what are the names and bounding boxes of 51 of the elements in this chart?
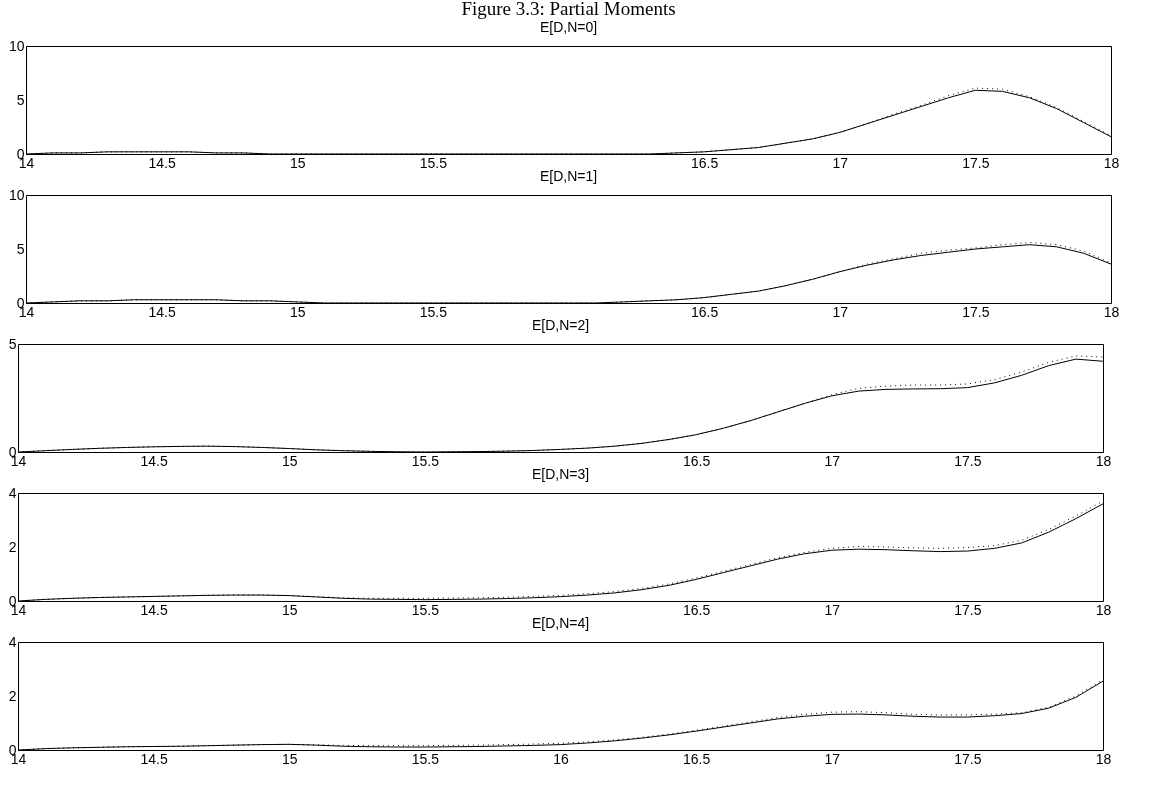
x-tick-label: 18	[1095, 452, 1112, 469]
x-tick-label: 16.5	[683, 750, 711, 767]
x-tick-label: 16.5	[683, 452, 711, 469]
x-tick-label: 14.5	[148, 154, 176, 171]
x-tick-label: 15	[289, 303, 306, 320]
x-tick-label: 18	[1103, 303, 1120, 320]
x-tick-label: 18	[1103, 154, 1120, 171]
x-tick-label: 17	[824, 750, 841, 767]
x-tick-label: 16.5	[683, 601, 711, 618]
x-tick-label: 14.5	[140, 601, 168, 618]
x-tick-label: 17.5	[954, 601, 982, 618]
y-tick-label: 5	[8, 335, 17, 352]
chart-title: E[D,N=2]	[531, 317, 590, 333]
x-tick-label: 18	[1095, 601, 1112, 618]
x-tick-label: 17	[824, 601, 841, 618]
chart-title: E[D,N=4]	[531, 615, 590, 631]
x-tick-label: 15	[281, 750, 298, 767]
y-tick-label: 5	[16, 91, 25, 108]
x-tick-label: 15.5	[411, 750, 440, 767]
x-tick-label: 14.5	[148, 303, 176, 320]
x-tick-label: 15.5	[419, 154, 448, 171]
x-tick-label: 16.5	[691, 154, 719, 171]
x-tick-label: 14.5	[140, 750, 168, 767]
chart-title: Figure 3.3: Partial Moments	[461, 0, 676, 19]
y-tick-label: 2	[8, 687, 17, 704]
x-tick-label: 15.5	[419, 303, 448, 320]
x-tick-label: 14.5	[140, 452, 168, 469]
x-tick-label: 17	[824, 452, 841, 469]
x-tick-label: 16	[553, 750, 569, 767]
y-tick-label: 10	[8, 37, 25, 54]
x-tick-label: 17.5	[962, 154, 990, 171]
y-tick-label: 4	[8, 633, 17, 650]
y-tick-label: 4	[8, 484, 17, 501]
x-tick-label: 17.5	[954, 750, 982, 767]
x-tick-label: 15	[289, 154, 306, 171]
x-tick-label: 18	[1095, 750, 1112, 767]
x-tick-label: 17.5	[954, 452, 982, 469]
x-tick-label: 15.5	[411, 452, 440, 469]
chart-subtitle: E[D,N=0]	[539, 19, 598, 35]
x-tick-label: 15	[281, 452, 298, 469]
y-tick-label: 2	[8, 538, 17, 555]
x-tick-label: 15.5	[411, 601, 440, 618]
chart-title: E[D,N=1]	[539, 168, 598, 184]
x-tick-label: 17	[832, 303, 849, 320]
y-tick-label: 5	[16, 240, 25, 257]
x-tick-label: 17.5	[962, 303, 990, 320]
y-tick-label: 10	[8, 186, 25, 203]
x-tick-label: 15	[281, 601, 298, 618]
x-tick-label: 16.5	[691, 303, 719, 320]
x-tick-label: 17	[832, 154, 849, 171]
chart-title: E[D,N=3]	[531, 466, 590, 482]
